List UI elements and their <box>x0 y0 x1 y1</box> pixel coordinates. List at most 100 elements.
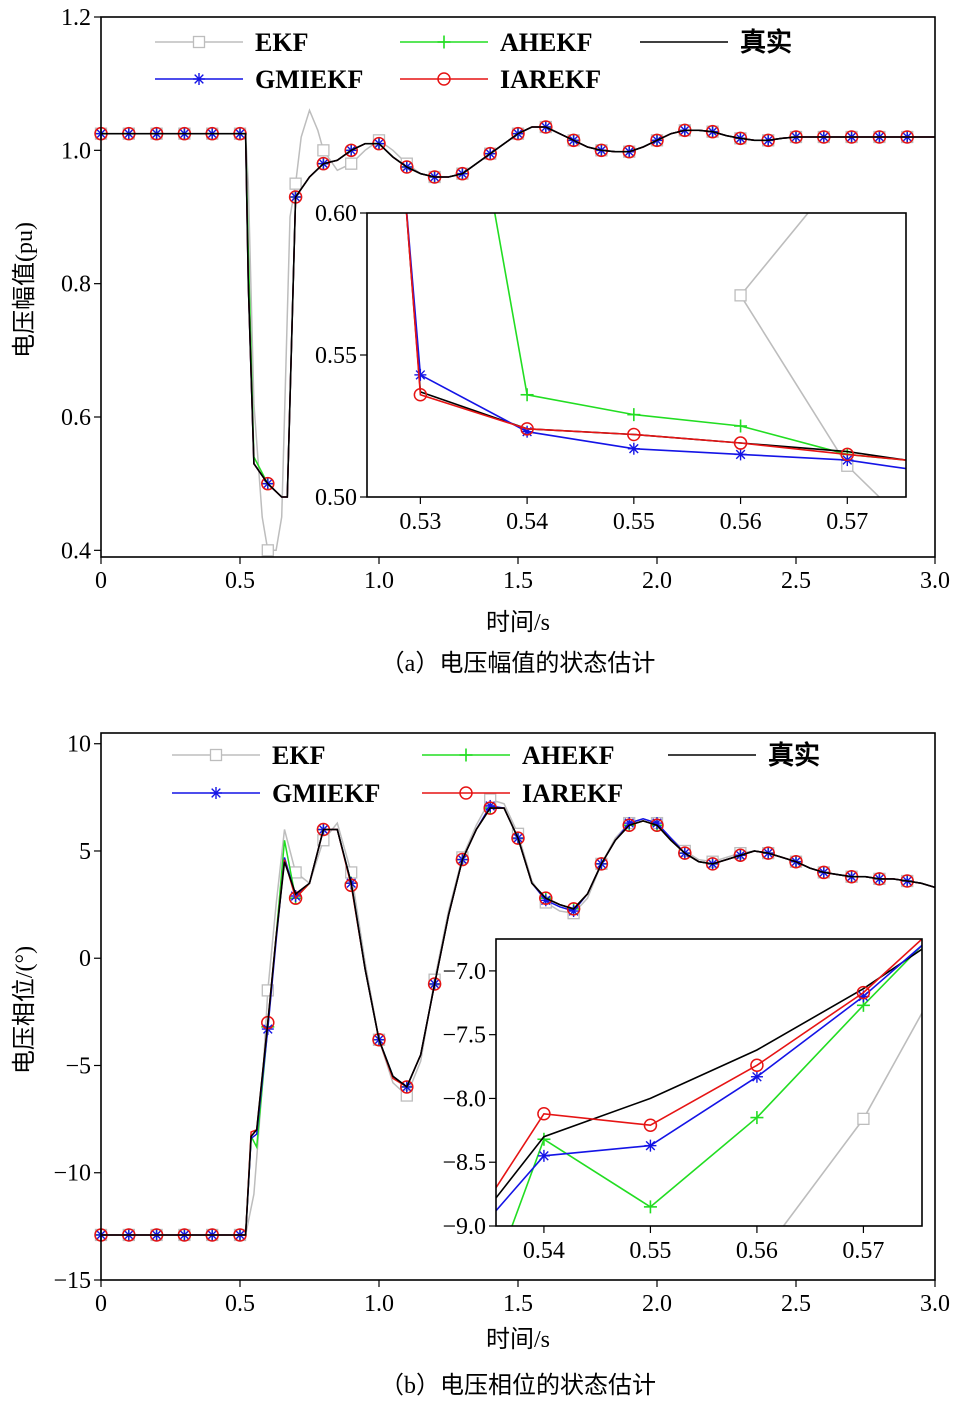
legend-label: 真实 <box>768 740 820 770</box>
x-axis-label: 时间/s <box>486 609 550 636</box>
y-tick-label: 10 <box>67 732 91 758</box>
data-point-circle <box>427 977 442 991</box>
x-tick-label: 0 <box>95 568 107 594</box>
legend-entry: EKF <box>172 741 325 770</box>
data-point-circle <box>678 846 692 860</box>
legend-entry: GMIEKF <box>155 65 363 94</box>
data-point-asterisk <box>210 787 222 799</box>
data-point-circle <box>856 985 871 1000</box>
series-true <box>101 126 935 498</box>
data-point-plus <box>520 388 534 402</box>
data-point-square <box>192 35 206 49</box>
inset-series-iarekf <box>405 213 906 462</box>
inset-x-tick-label: 0.55 <box>613 509 655 535</box>
x-tick-label: 2.0 <box>642 1291 672 1317</box>
inset-line <box>405 213 906 461</box>
inset-y-tick-label: −7.5 <box>442 1023 486 1049</box>
data-point-plus <box>627 408 641 422</box>
data-point-circle <box>650 818 664 832</box>
x-tick-label: 3.0 <box>920 1291 950 1317</box>
data-point-circle <box>520 422 534 436</box>
inset-y-tick-label: −8.0 <box>442 1086 486 1112</box>
data-point-circle <box>344 143 358 158</box>
y-tick-label: 0.6 <box>61 405 91 431</box>
data-point-circle <box>761 846 775 860</box>
data-point-asterisk <box>734 448 747 461</box>
data-point-circle <box>455 166 470 181</box>
data-point-circle <box>459 786 473 800</box>
data-point-square <box>209 748 223 762</box>
data-point-circle <box>511 126 525 141</box>
data-point-circle <box>566 902 581 916</box>
data-point-circle <box>566 133 581 148</box>
data-point-circle <box>627 427 641 442</box>
chart-voltage-phase: 0 0.5 1.0 1.5 2.0 2.5 3.0 −15 −10 −5 0 5 10 EKF AHEKF… <box>11 732 950 1399</box>
inset-series <box>496 939 922 1226</box>
legend-label: EKF <box>272 741 325 770</box>
data-point-circle <box>400 1080 414 1094</box>
inset-y-tick-label: 0.50 <box>315 485 357 511</box>
inset-x-tick-label: 0.54 <box>523 1238 565 1264</box>
inset-x-tick-label: 0.53 <box>399 509 441 535</box>
data-point-circle <box>900 874 914 888</box>
legend-label: 真实 <box>740 27 792 57</box>
data-point-circle <box>733 436 748 450</box>
main-plot-series <box>94 108 935 557</box>
data-point-circle <box>705 857 720 871</box>
x-tick-label: 2.5 <box>781 568 811 594</box>
data-point-square <box>289 177 302 190</box>
data-point-circle <box>537 1107 551 1121</box>
inset-zoom: 0.54 0.55 0.56 0.57 −9.0 −8.5 −8.0 −7.5 −7.0 <box>442 938 923 1264</box>
data-point-plus <box>537 1132 551 1146</box>
data-point-asterisk <box>193 73 205 85</box>
y-tick-label: 0 <box>79 946 91 972</box>
legend-entry: IAREKF <box>422 779 623 808</box>
inset-y-tick-label: −9.0 <box>442 1214 486 1240</box>
inset-x-tick-label: 0.56 <box>736 1238 778 1264</box>
chart-caption: （b）电压相位的状态估计 <box>380 1372 656 1399</box>
inset-y-tick-label: 0.55 <box>315 343 357 369</box>
data-point-square <box>345 157 358 170</box>
data-point-circle <box>316 156 331 171</box>
data-point-circle <box>594 857 609 871</box>
data-point-circle <box>483 146 497 161</box>
inset-series <box>405 213 906 497</box>
data-point-circle <box>622 818 636 832</box>
inset-zoom: 0.53 0.54 0.55 0.56 0.57 0.50 0.55 0.60 <box>315 201 907 535</box>
y-tick-label: −5 <box>65 1053 91 1079</box>
inset-background <box>367 213 906 497</box>
y-tick-label: −10 <box>53 1161 91 1187</box>
x-tick-label: 1.0 <box>364 1291 394 1317</box>
data-point-plus <box>437 35 451 49</box>
y-tick-label: 0.4 <box>61 538 91 564</box>
x-tick-label: 1.5 <box>503 1291 533 1317</box>
legend-label: IAREKF <box>522 779 623 808</box>
data-point-circle <box>261 476 275 491</box>
legend-entry: IAREKF <box>400 65 601 94</box>
data-point-asterisk <box>537 1149 550 1162</box>
legend: EKF AHEKF 真实 GMIEKF IAREKF <box>172 740 820 808</box>
data-point-asterisk <box>414 368 427 381</box>
inset-series-true <box>496 948 922 1199</box>
data-point-circle <box>372 1032 386 1047</box>
x-tick-label: 2.5 <box>781 1291 811 1317</box>
inset-series-gmiekf <box>496 944 922 1212</box>
data-point-circle <box>817 865 831 880</box>
x-tick-label: 0.5 <box>225 1291 255 1317</box>
data-point-circle <box>733 131 748 146</box>
series-line <box>101 126 935 498</box>
data-point-circle <box>400 160 414 174</box>
axis-ticks: 0 0.5 1.0 1.5 2.0 2.5 3.0 −15 −10 −5 0 5 10 <box>53 732 950 1317</box>
legend-label: GMIEKF <box>255 65 363 94</box>
data-point-circle <box>643 1118 658 1132</box>
inset-background <box>496 939 922 1226</box>
y-tick-label: 1.0 <box>61 138 91 164</box>
inset-x-tick-label: 0.57 <box>842 1238 884 1264</box>
inset-line <box>496 939 922 1189</box>
x-tick-label: 0.5 <box>225 568 255 594</box>
data-point-square <box>734 289 747 302</box>
data-point-square <box>317 144 330 157</box>
legend-entry: 真实 <box>668 740 820 770</box>
x-axis-label: 时间/s <box>486 1326 550 1353</box>
